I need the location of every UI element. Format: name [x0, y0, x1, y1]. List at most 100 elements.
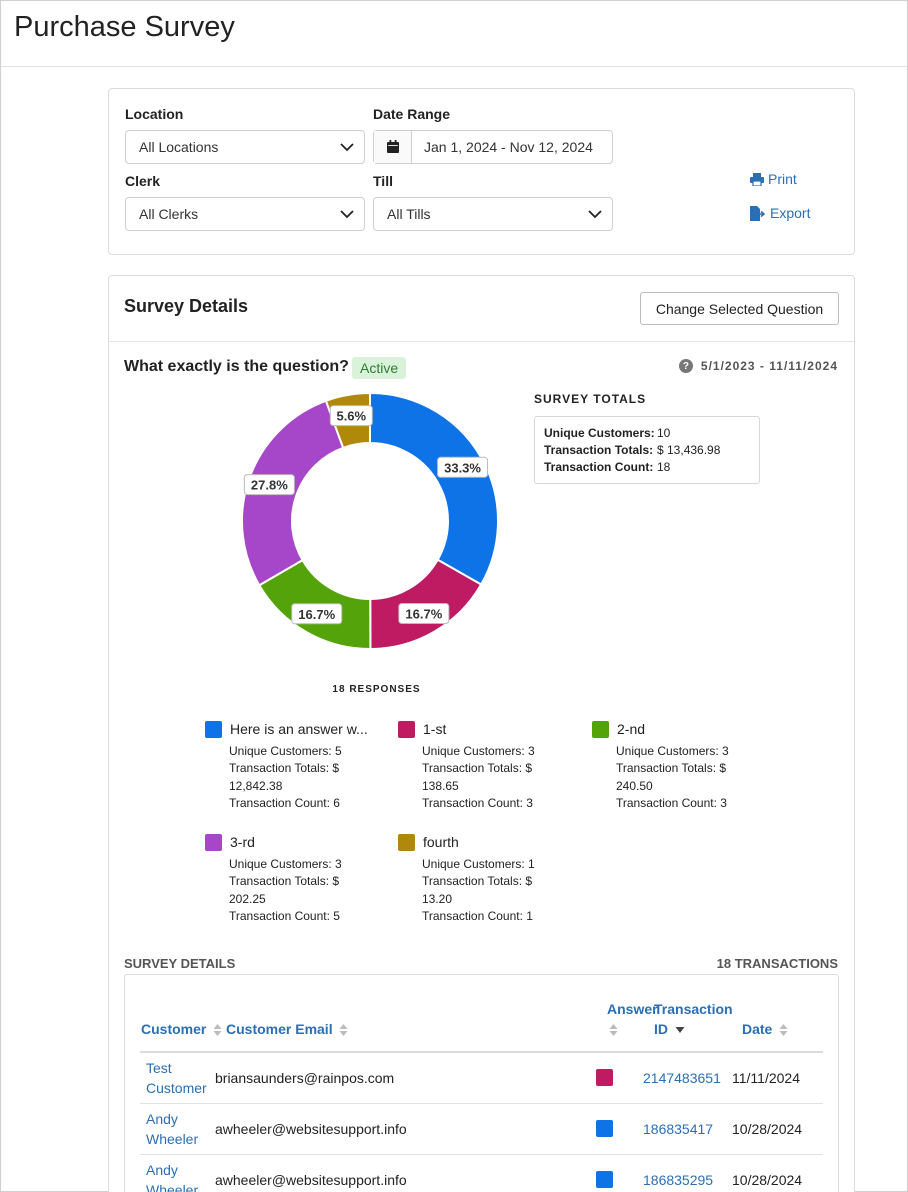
legend-stats: Unique Customers: 3 Transaction Totals: …: [229, 857, 342, 923]
clerk-select-value: All Clerks: [139, 206, 199, 222]
page-header: Purchase Survey: [1, 1, 907, 67]
export-label: Export: [770, 205, 811, 221]
col-header-email-label: Customer Email: [226, 1021, 333, 1037]
slice-label: 27.8%: [243, 474, 295, 496]
table-row[interactable]: Andy Wheeler awheeler@websitesupport.inf…: [140, 1104, 823, 1155]
export-link[interactable]: Export: [750, 205, 810, 221]
filters-card: Location All Locations Date Range Jan 1,…: [108, 88, 855, 255]
chevron-down-icon: [340, 210, 354, 219]
answer-swatch: [596, 1120, 613, 1137]
transaction-totals-value: $ 13,436.98: [657, 443, 721, 457]
slice-label-text: 27.8%: [251, 478, 288, 493]
transactions-count: 18 TRANSACTIONS: [716, 956, 838, 971]
table-row[interactable]: Test Customer briansaunders@rainpos.com …: [140, 1053, 823, 1104]
print-icon: [750, 172, 764, 186]
col-header-answer-label: Answer: [607, 1001, 658, 1017]
unique-customers-value: 10: [657, 426, 671, 440]
customer-link[interactable]: Andy Wheeler: [146, 1111, 199, 1147]
legend-swatch: [205, 721, 222, 738]
transaction-date: 11/11/2024: [732, 1070, 800, 1086]
location-label: Location: [125, 106, 184, 122]
survey-details-card: Survey Details Change Selected Question …: [108, 275, 855, 1192]
date-range-value: Jan 1, 2024 - Nov 12, 2024: [424, 139, 593, 155]
customer-link[interactable]: Andy Wheeler: [146, 1162, 199, 1192]
slice-label-text: 16.7%: [405, 606, 442, 621]
legend-name: 1-st: [423, 721, 447, 737]
chevron-down-icon: [340, 143, 354, 152]
transaction-count-label: Transaction Count:: [544, 460, 654, 474]
table-row[interactable]: Andy Wheeler awheeler@websitesupport.inf…: [140, 1155, 823, 1192]
unique-customers-label: Unique Customers:: [544, 426, 655, 440]
col-header-transaction-id-label: Transaction ID: [654, 1001, 733, 1037]
transaction-date: 10/28/2024: [732, 1121, 803, 1137]
export-icon: [750, 205, 766, 221]
customer-email: awheeler@websitesupport.info: [215, 1172, 407, 1188]
sort-icon: [213, 1024, 222, 1037]
slice-label-text: 16.7%: [298, 607, 335, 622]
page-title: Purchase Survey: [14, 11, 235, 43]
slice-label: 16.7%: [291, 603, 343, 625]
responses-count: 18 RESPONSES: [332, 684, 421, 695]
survey-date-range-text: 5/1/2023 - 11/11/2024: [700, 359, 838, 373]
clerk-select[interactable]: All Clerks: [125, 197, 365, 231]
sort-desc-icon: [675, 1027, 685, 1034]
print-link[interactable]: Print: [750, 171, 797, 187]
survey-details-section-label: SURVEY DETAILS: [124, 956, 236, 971]
transaction-id-link[interactable]: 186835295: [643, 1172, 714, 1188]
till-label: Till: [373, 173, 393, 189]
date-range-label: Date Range: [373, 106, 451, 122]
legend-name: Here is an answer w...: [230, 721, 368, 737]
legend-name: fourth: [423, 834, 459, 850]
customer-link[interactable]: Test Customer: [146, 1060, 207, 1096]
sort-icon: [609, 1024, 618, 1037]
answer-swatch: [596, 1171, 613, 1188]
customer-email: awheeler@websitesupport.info: [215, 1121, 407, 1137]
legend-stats: Unique Customers: 3 Transaction Totals: …: [616, 744, 729, 810]
legend-swatch: [398, 834, 415, 851]
col-header-transaction-id[interactable]: Transaction ID: [654, 999, 734, 1039]
help-icon[interactable]: ?: [678, 359, 693, 373]
legend-name: 2-nd: [617, 721, 646, 737]
col-header-customer-label: Customer: [141, 1021, 207, 1037]
answer-swatch: [596, 1069, 613, 1086]
survey-totals-box: Unique Customers: 10 Transaction Totals: $…: [534, 416, 760, 484]
survey-details-header: Survey Details Change Selected Question: [109, 276, 854, 342]
sort-icon: [339, 1024, 348, 1037]
clerk-label: Clerk: [125, 173, 161, 189]
transaction-id-link[interactable]: 2147483651: [643, 1070, 721, 1086]
slice-label-text: 33.3%: [444, 460, 481, 475]
date-range-input[interactable]: Jan 1, 2024 - Nov 12, 2024: [373, 130, 613, 164]
donut-chart: 33.3% 16.7% 16.7% 27.8% 5.6%: [241, 391, 499, 651]
change-question-button[interactable]: Change Selected Question: [640, 292, 839, 325]
table-header-divider: [140, 1051, 823, 1053]
legend-swatch: [205, 834, 222, 851]
status-badge: Active: [352, 357, 407, 379]
col-header-answer[interactable]: Answer: [607, 999, 658, 1039]
calendar-addon[interactable]: [374, 131, 412, 163]
transaction-date: 10/28/2024: [732, 1172, 803, 1188]
print-label: Print: [768, 171, 797, 187]
slice-label-text: 5.6%: [336, 409, 366, 424]
transaction-totals-label: Transaction Totals:: [544, 443, 654, 457]
survey-date-range: ? 5/1/2023 - 11/11/2024: [678, 359, 838, 373]
slice-label: 16.7%: [398, 602, 450, 624]
survey-details-title: Survey Details: [124, 296, 249, 316]
location-select-value: All Locations: [139, 139, 219, 155]
col-header-date[interactable]: Date: [742, 1019, 788, 1039]
location-select[interactable]: All Locations: [125, 130, 365, 164]
legend-swatch: [398, 721, 415, 738]
till-select[interactable]: All Tills: [373, 197, 613, 231]
slice-label: 33.3%: [437, 456, 489, 478]
col-header-email[interactable]: Customer Email: [226, 1019, 348, 1039]
calendar-icon: [387, 140, 399, 153]
legend-stats: Unique Customers: 1 Transaction Totals: …: [422, 857, 535, 923]
slice-label: 5.6%: [329, 405, 373, 427]
col-header-customer[interactable]: Customer: [141, 1019, 222, 1039]
question-text: What exactly is the question?: [124, 358, 349, 375]
donut-slice[interactable]: [369, 391, 499, 586]
sort-icon: [779, 1024, 788, 1037]
till-select-value: All Tills: [387, 206, 431, 222]
legend-stats: Unique Customers: 3 Transaction Totals: …: [422, 744, 535, 810]
transaction-id-link[interactable]: 186835417: [643, 1121, 714, 1137]
legend-name: 3-rd: [230, 834, 255, 850]
